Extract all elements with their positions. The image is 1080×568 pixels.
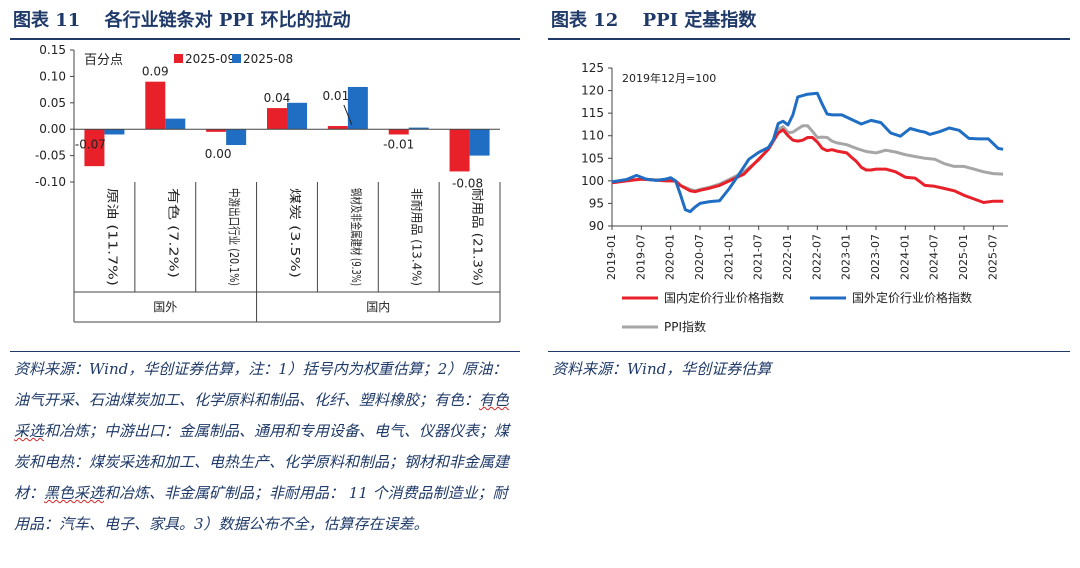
group-label: 国内 — [366, 300, 390, 314]
y-unit-label: 百分点 — [84, 53, 123, 68]
left-title-rule — [10, 38, 520, 40]
right-bottom-rule — [548, 351, 1070, 352]
note-text-2: 和冶炼；中游出口：金属制品、通用和专用设备、电气、仪器仪表；煤炭和电热：煤炭采选… — [14, 422, 510, 502]
data-label: -0.01 — [383, 137, 414, 151]
y-tick-label: 95 — [589, 196, 604, 210]
series-line — [611, 128, 1004, 204]
x-tick-label: 2019-07 — [634, 234, 647, 280]
bar — [206, 129, 227, 132]
note-highlight-2: 黑色采选 — [44, 484, 105, 502]
group-label: 国外 — [153, 300, 177, 314]
legend-label: 2025-09 — [185, 52, 235, 66]
note-text-3: 和冶炼、非金属矿制品；非耐用品： 11 个消费品制造业；耐用品：汽车、电子、家具… — [14, 484, 508, 533]
y-tick-label: 120 — [581, 84, 604, 98]
bar — [469, 129, 490, 156]
bar — [347, 86, 368, 130]
series-line — [611, 91, 1004, 214]
bar — [287, 102, 307, 130]
x-tick-label: 2020-07 — [693, 234, 706, 280]
right-source-note: 资料来源：Wind，华创证券估算 — [552, 360, 772, 378]
bar — [449, 129, 470, 172]
y-tick-label: -0.05 — [35, 149, 66, 163]
y-tick-label: 0.05 — [39, 96, 66, 110]
x-tick-label: 2025-01 — [957, 234, 970, 280]
category-label: 耐用品 (21.3%) — [471, 188, 485, 286]
x-tick-label: 2024-07 — [928, 234, 941, 280]
data-label: 0.09 — [142, 65, 169, 79]
y-tick-label: 0.00 — [39, 122, 66, 136]
bar — [145, 81, 166, 130]
bar-chart: 0.15 0.10 0.05 0.00 -0.05 -0.10 百分点 2025-09 2025… — [35, 43, 501, 323]
y-tick-label: 110 — [581, 129, 604, 143]
right-figure-title: 图表 12 PPI 定基指数 — [551, 10, 757, 31]
category-label: 原油 (11.7%) — [105, 188, 119, 286]
bar — [165, 118, 186, 130]
left-figure-title: 图表 11 各行业链条对 PPI 环比的拉动 — [13, 10, 351, 31]
x-tick-label: 2022-07 — [810, 234, 823, 280]
data-label: -0.07 — [75, 137, 106, 151]
legend-label: 国外定价行业价格指数 — [852, 290, 972, 305]
data-label-leader — [343, 104, 353, 126]
x-tick-label: 2022-01 — [781, 234, 794, 280]
legend-label: PPI指数 — [664, 319, 706, 334]
x-tick-label: 2025-07 — [986, 234, 999, 280]
bar — [267, 108, 287, 130]
bar — [327, 126, 348, 130]
category-label: 非耐用品 (13.4%) — [410, 188, 424, 286]
legend-label: 2025-08 — [243, 52, 293, 66]
y-tick-label: 0.10 — [39, 69, 66, 83]
data-label: -0.08 — [452, 176, 483, 190]
data-label: 0.01 — [322, 89, 349, 103]
y-tick-label: -0.10 — [35, 175, 66, 189]
bar — [388, 129, 409, 135]
y-tick-label: 100 — [581, 174, 604, 188]
x-tick-label: 2023-07 — [869, 234, 882, 280]
left-bottom-rule — [10, 351, 520, 352]
left-source-note: 资料来源：Wind，华创证券估算，注：1）括号内为权重估算；2）原油：油气开采、… — [14, 354, 519, 540]
x-tick-label: 2020-01 — [664, 234, 677, 280]
category-label: 煤炭 (3.5%) — [288, 188, 302, 278]
x-tick-label: 2023-01 — [840, 234, 853, 280]
x-tick-label: 2021-01 — [722, 234, 735, 280]
x-tick-label: 2019-01 — [605, 234, 618, 280]
category-label: 钢材及非金属建材 (9.3%) — [349, 188, 364, 286]
legend-swatch — [232, 54, 241, 63]
right-title-rule — [548, 38, 1070, 40]
data-label: 0.04 — [264, 91, 291, 105]
category-label: 中游出口行业 (20.1%) — [227, 188, 242, 286]
legend-label: 国内定价行业价格指数 — [664, 290, 784, 305]
line-chart: 90 95 100 105 110 115 120 125 2019-01 2019-07 2020… — [581, 61, 1008, 334]
category-label: 有色 (7.2%) — [166, 188, 180, 278]
chart-annotation: 2019年12月=100 — [622, 71, 716, 85]
y-tick-label: 0.15 — [39, 43, 66, 57]
y-tick-label: 125 — [581, 61, 604, 75]
bar — [408, 127, 429, 130]
y-tick-label: 115 — [581, 106, 604, 120]
data-label: 0.00 — [205, 147, 232, 161]
note-text-1: 资料来源：Wind，华创证券估算，注：1）括号内为权重估算；2）原油：油气开采、… — [14, 360, 508, 409]
x-tick-label: 2024-01 — [898, 234, 911, 280]
y-tick-label: 90 — [589, 219, 604, 233]
bar — [104, 129, 125, 135]
bar — [84, 129, 105, 167]
y-tick-label: 105 — [581, 151, 604, 165]
legend-swatch — [174, 54, 183, 63]
x-tick-label: 2021-07 — [752, 234, 765, 280]
note-highlight-1: 有色采选 — [14, 391, 510, 440]
bar — [226, 129, 247, 146]
